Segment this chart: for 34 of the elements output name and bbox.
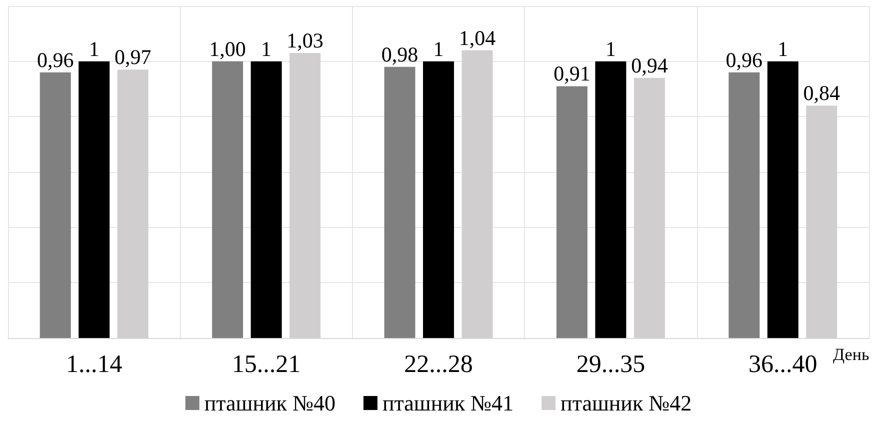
data-label: 0,96 — [726, 48, 763, 72]
data-label: 1,00 — [209, 36, 246, 61]
data-label: 0,94 — [631, 53, 668, 78]
data-label: 0,84 — [803, 81, 841, 106]
x-tick-label: 29...35 — [576, 351, 646, 378]
x-axis-title: День — [833, 345, 870, 364]
x-tick-label: 22...28 — [404, 351, 473, 378]
bar — [595, 61, 626, 338]
bar — [556, 86, 588, 338]
x-tick-label: 1...14 — [66, 351, 123, 378]
data-label: 1 — [433, 36, 444, 61]
bar — [40, 72, 71, 338]
bar — [78, 61, 110, 338]
bar — [250, 61, 282, 338]
legend-label: пташник №40 — [204, 390, 336, 416]
data-label: 0,97 — [114, 45, 152, 70]
x-tick-label: 15...21 — [232, 351, 301, 378]
data-label: 0,91 — [554, 62, 590, 86]
data-label: 1,03 — [286, 28, 324, 53]
data-label: 1 — [778, 36, 788, 61]
bar — [767, 61, 798, 338]
bar — [212, 61, 244, 338]
bar — [728, 72, 760, 338]
data-label: 1 — [88, 36, 100, 61]
data-label: 1 — [261, 36, 272, 61]
data-label: 0,96 — [36, 48, 74, 72]
data-label: 1 — [605, 36, 616, 61]
bar — [384, 66, 416, 338]
data-label: 1,04 — [458, 26, 496, 50]
legend-label: пташник №42 — [560, 390, 692, 416]
legend-label: пташник №41 — [382, 390, 514, 416]
bar — [423, 61, 454, 338]
x-tick-label: 36...40 — [748, 351, 818, 378]
data-label: 0,98 — [381, 42, 418, 66]
